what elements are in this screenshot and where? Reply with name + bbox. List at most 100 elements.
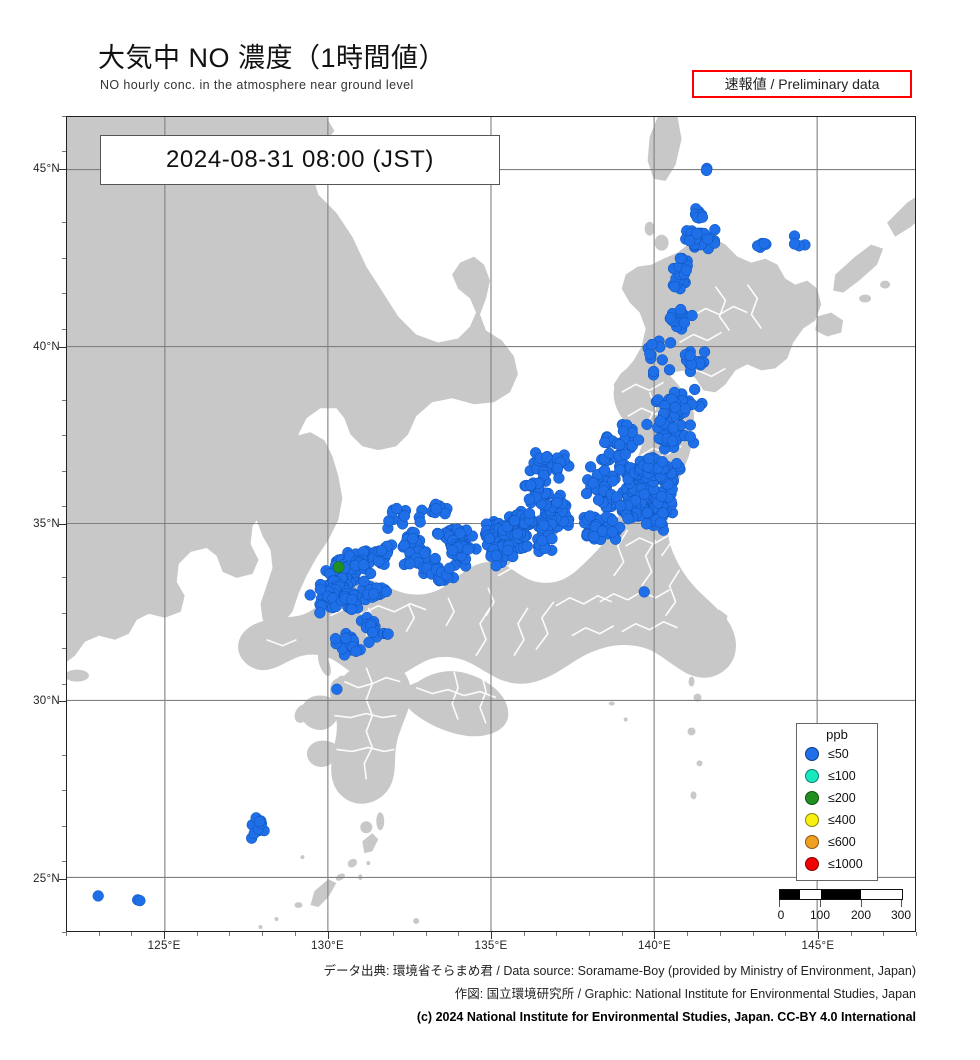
- station-marker: [588, 531, 600, 543]
- station-marker: [709, 223, 721, 236]
- land-izu-islet-s2: [690, 791, 697, 800]
- station-marker: [655, 490, 668, 503]
- station-marker: [592, 494, 605, 506]
- y-axis-minor-tick: [62, 293, 66, 295]
- legend-swatch-icon: [805, 791, 819, 805]
- x-axis-minor-tick: [196, 932, 198, 936]
- y-axis-minor-tick: [62, 222, 66, 224]
- x-axis-minor-tick: [360, 932, 362, 936]
- land-oki-2: [422, 594, 431, 601]
- station-marker: [622, 513, 634, 525]
- station-marker: [584, 510, 596, 522]
- station-marker: [432, 528, 445, 540]
- scale-label: 0: [777, 908, 785, 922]
- station-marker: [646, 338, 658, 351]
- y-axis-minor-tick: [62, 470, 66, 472]
- station-marker: [638, 488, 650, 500]
- station-marker: [599, 436, 611, 449]
- station-marker: [696, 211, 709, 223]
- land-kyushu-west-lobe: [300, 695, 341, 731]
- legend-panel: ppb ≤50 ≤100 ≤200 ≤400 ≤600 ≤1000: [796, 723, 878, 881]
- x-axis-minor-tick: [556, 932, 558, 936]
- legend-item: ≤400: [797, 809, 877, 831]
- y-axis-minor-tick: [62, 399, 66, 401]
- station-marker: [521, 540, 533, 552]
- x-axis-tick-mark: [654, 932, 656, 939]
- land-asia-mainland: [67, 117, 518, 662]
- y-axis-minor-tick: [62, 754, 66, 756]
- station-marker: [304, 589, 316, 601]
- footer-copyright: (c) 2024 National Institute for Environm…: [416, 1010, 916, 1024]
- land-oki: [429, 600, 444, 611]
- station-marker: [511, 528, 523, 540]
- land-islet-n1: [608, 701, 615, 706]
- scale-segment: [800, 890, 821, 899]
- scale-label: 200: [850, 908, 872, 922]
- station-marker: [669, 401, 681, 413]
- y-axis-tick-label: 45°N: [33, 163, 60, 176]
- station-marker: [689, 383, 701, 396]
- station-marker: [462, 543, 474, 556]
- station-marker: [641, 418, 653, 431]
- land-daito: [413, 918, 420, 925]
- scale-bar-ticks: [779, 900, 903, 907]
- station-marker: [584, 461, 597, 473]
- land-kuril-1: [833, 244, 884, 293]
- land-tokunoshima: [347, 858, 358, 868]
- station-marker: [669, 281, 681, 293]
- station-marker: [667, 422, 679, 434]
- land-miyakejima: [693, 693, 702, 702]
- station-marker: [404, 558, 416, 570]
- station-marker: [536, 534, 548, 547]
- x-axis-minor-tick: [229, 932, 231, 936]
- station-marker: [603, 447, 615, 459]
- y-axis-tick-label: 35°N: [33, 518, 60, 530]
- station-marker: [698, 346, 711, 358]
- land-islet-s1: [274, 917, 279, 922]
- legend-item-label: ≤600: [828, 835, 856, 849]
- scale-bar-labels: 0 100 200 300 km: [777, 908, 915, 924]
- station-marker: [666, 435, 679, 447]
- land-islet-tokara2: [366, 861, 371, 866]
- legend-swatch-icon: [805, 747, 819, 761]
- y-axis-minor-tick: [62, 612, 66, 614]
- land-goto: [294, 704, 311, 723]
- x-axis-minor-tick: [392, 932, 394, 936]
- scale-bar-graphic: [779, 889, 903, 900]
- legend-title: ppb: [826, 727, 848, 742]
- footer-graphic-credit: 作図: 国立環境研究所 / Graphic: National Institut…: [454, 987, 916, 1001]
- station-marker: [680, 264, 692, 276]
- x-axis-tick-mark: [327, 932, 329, 939]
- map-panel[interactable]: 2024-08-31 08:00 (JST) ppb ≤50 ≤100 ≤200…: [66, 116, 916, 932]
- land-nemuro-cape: [815, 312, 844, 337]
- y-axis-minor-tick: [62, 116, 66, 117]
- station-marker: [314, 583, 326, 595]
- station-marker: [443, 562, 456, 574]
- station-marker: [640, 518, 653, 530]
- station-marker: [619, 448, 631, 461]
- x-axis-minor-tick: [589, 932, 591, 936]
- y-axis-tick-mark: [59, 346, 66, 348]
- y-axis-minor-tick: [62, 861, 66, 863]
- station-marker: [664, 312, 677, 324]
- y-axis-minor-tick: [62, 825, 66, 827]
- legend-item: ≤1000: [797, 853, 877, 875]
- land-boso: [707, 609, 728, 634]
- station-marker: [700, 164, 713, 177]
- y-axis-minor-tick: [62, 577, 66, 579]
- map-canvas: [67, 117, 915, 931]
- x-axis-minor-tick: [262, 932, 264, 936]
- legend-item: ≤50: [797, 743, 877, 765]
- station-marker: [615, 500, 627, 512]
- scale-bar: 0 100 200 300 km: [778, 889, 911, 924]
- station-marker: [358, 575, 370, 587]
- x-axis-minor-tick: [850, 932, 852, 936]
- station-marker: [407, 533, 419, 545]
- y-axis-tick-mark: [59, 169, 66, 171]
- scale-segment: [881, 890, 902, 899]
- station-marker: [454, 527, 466, 539]
- land-tanegashima: [376, 812, 385, 831]
- y-axis-tick-mark: [59, 878, 66, 880]
- station-marker: [523, 493, 535, 505]
- station-marker: [654, 517, 667, 529]
